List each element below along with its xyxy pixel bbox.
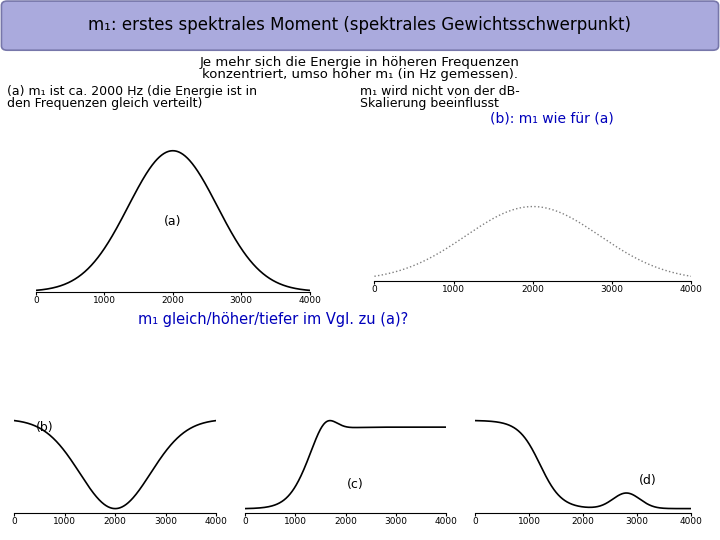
Text: (c): (c) xyxy=(347,478,364,491)
Text: m₁: erstes spektrales Moment (spektrales Gewichtsschwerpunkt): m₁: erstes spektrales Moment (spektrales… xyxy=(89,16,631,35)
Text: m₁ gleich/höher/tiefer im Vgl. zu (a)?: m₁ gleich/höher/tiefer im Vgl. zu (a)? xyxy=(138,312,409,327)
FancyBboxPatch shape xyxy=(1,1,719,50)
Text: den Frequenzen gleich verteilt): den Frequenzen gleich verteilt) xyxy=(7,97,202,110)
Text: (b): (b) xyxy=(36,421,53,434)
Text: Skalierung beeinflusst: Skalierung beeinflusst xyxy=(360,97,499,110)
Text: Je mehr sich die Energie in höheren Frequenzen: Je mehr sich die Energie in höheren Freq… xyxy=(200,56,520,69)
Text: (a): (a) xyxy=(164,215,181,228)
Text: (d): (d) xyxy=(639,474,657,487)
Text: (b): m₁ wie für (a): (b): m₁ wie für (a) xyxy=(490,112,613,126)
Text: (a) m₁ ist ca. 2000 Hz (die Energie ist in: (a) m₁ ist ca. 2000 Hz (die Energie ist … xyxy=(7,85,257,98)
Text: konzentriert, umso höher m₁ (in Hz gemessen).: konzentriert, umso höher m₁ (in Hz gemes… xyxy=(202,68,518,81)
Text: m₁ wird nicht von der dB-: m₁ wird nicht von der dB- xyxy=(360,85,520,98)
